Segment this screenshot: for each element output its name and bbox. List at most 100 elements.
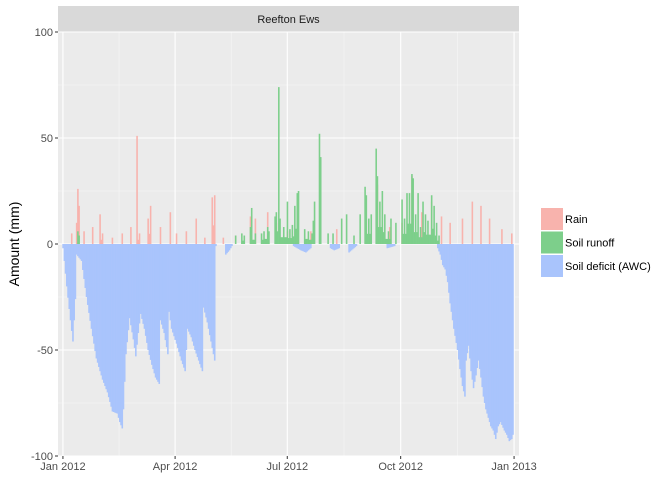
bar-soil-runoff bbox=[395, 222, 397, 244]
bar-soil-runoff bbox=[386, 238, 389, 244]
bar-soil-runoff bbox=[369, 233, 371, 244]
bar-soil-deficit-awc bbox=[480, 244, 482, 378]
bar-soil-deficit-awc bbox=[338, 244, 341, 249]
bar-soil-runoff bbox=[385, 238, 387, 244]
bar-soil-deficit-awc bbox=[499, 244, 502, 423]
bar-soil-deficit-awc bbox=[478, 244, 481, 370]
bar-soil-deficit-awc bbox=[133, 244, 136, 348]
bar-soil-deficit-awc bbox=[501, 244, 503, 425]
bar-soil-deficit-awc bbox=[144, 244, 147, 336]
facet-title: Reefton Ews bbox=[257, 14, 320, 26]
bar-soil-deficit-awc bbox=[164, 244, 167, 341]
bar-soil-runoff bbox=[291, 224, 294, 244]
bar-soil-deficit-awc bbox=[390, 244, 392, 248]
bar-soil-deficit-awc bbox=[141, 244, 143, 319]
bar-soil-deficit-awc bbox=[329, 244, 332, 249]
bar-rain bbox=[488, 218, 491, 244]
bar-soil-deficit-awc bbox=[335, 244, 338, 250]
bar-soil-runoff bbox=[433, 205, 435, 244]
bar-soil-runoff bbox=[282, 227, 285, 244]
bar-soil-deficit-awc bbox=[349, 244, 352, 252]
legend-key bbox=[541, 255, 563, 277]
bar-soil-runoff bbox=[242, 240, 244, 244]
bar-soil-deficit-awc bbox=[106, 244, 109, 393]
bar-soil-deficit-awc bbox=[158, 244, 161, 384]
bar-soil-runoff bbox=[422, 201, 424, 244]
bar-soil-runoff bbox=[280, 237, 283, 244]
bar-soil-deficit-awc bbox=[307, 244, 310, 251]
bar-soil-runoff bbox=[413, 232, 416, 244]
bar-soil-runoff bbox=[428, 234, 430, 244]
bar-soil-runoff bbox=[419, 227, 422, 244]
bar-soil-deficit-awc bbox=[77, 244, 79, 257]
bar-rain bbox=[449, 222, 451, 244]
bar-soil-runoff bbox=[287, 238, 290, 244]
bar-rain bbox=[213, 195, 216, 244]
bar-soil-deficit-awc bbox=[206, 244, 209, 323]
bar-soil-runoff bbox=[434, 235, 437, 244]
bar-soil-runoff bbox=[260, 233, 263, 244]
bar-soil-deficit-awc bbox=[136, 244, 138, 345]
bar-soil-deficit-awc bbox=[163, 244, 165, 334]
bar-soil-deficit-awc bbox=[126, 244, 128, 343]
bar-soil-runoff bbox=[416, 232, 418, 244]
bar-soil-runoff bbox=[368, 218, 370, 244]
bar-rain bbox=[77, 188, 79, 244]
bar-soil-runoff bbox=[279, 218, 281, 244]
bar-soil-runoff bbox=[382, 232, 385, 244]
bar-soil-deficit-awc bbox=[189, 244, 191, 335]
bar-soil-deficit-awc bbox=[168, 244, 170, 312]
bar-soil-deficit-awc bbox=[112, 244, 115, 413]
bar-soil-deficit-awc bbox=[455, 244, 458, 343]
bar-soil-deficit-awc bbox=[441, 244, 444, 266]
bar-soil-deficit-awc bbox=[131, 244, 133, 333]
bar-soil-deficit-awc bbox=[174, 244, 177, 340]
legend: Rain Soil runoff Soil deficit (AWC) bbox=[541, 208, 651, 277]
bar-soil-deficit-awc bbox=[196, 244, 199, 358]
y-tick-label: 0 bbox=[47, 239, 53, 251]
bar-soil-deficit-awc bbox=[159, 244, 162, 321]
bar-soil-deficit-awc bbox=[439, 244, 442, 255]
legend-key bbox=[541, 208, 563, 230]
bar-soil-deficit-awc bbox=[75, 244, 78, 255]
bar-soil-deficit-awc bbox=[149, 244, 152, 360]
bar-rain bbox=[70, 233, 73, 244]
bar-soil-deficit-awc bbox=[207, 244, 210, 329]
bar-soil-deficit-awc bbox=[143, 244, 146, 329]
bar-soil-deficit-awc bbox=[154, 244, 157, 378]
bar-soil-deficit-awc bbox=[227, 244, 230, 252]
bar-soil-deficit-awc bbox=[292, 244, 295, 247]
bar-soil-deficit-awc bbox=[303, 244, 306, 252]
bar-soil-deficit-awc bbox=[448, 244, 450, 293]
bar-rain bbox=[310, 231, 312, 244]
bar-rain bbox=[149, 205, 152, 244]
bar-soil-runoff bbox=[311, 233, 313, 244]
bar-soil-deficit-awc bbox=[102, 244, 105, 383]
bar-soil-deficit-awc bbox=[119, 244, 121, 423]
bar-rain bbox=[480, 205, 482, 244]
bar-soil-deficit-awc bbox=[354, 244, 357, 248]
bar-soil-deficit-awc bbox=[104, 244, 106, 387]
bar-soil-deficit-awc bbox=[91, 244, 94, 337]
bar-soil-deficit-awc bbox=[199, 244, 201, 365]
bar-rain bbox=[148, 233, 151, 244]
bar-soil-deficit-awc bbox=[446, 244, 449, 283]
bar-soil-deficit-awc bbox=[296, 244, 299, 249]
bar-soil-deficit-awc bbox=[306, 244, 308, 252]
bar-soil-deficit-awc bbox=[451, 244, 454, 321]
bar-soil-deficit-awc bbox=[449, 244, 451, 304]
bar-soil-deficit-awc bbox=[461, 244, 464, 387]
y-axis-title: Amount (mm) bbox=[6, 202, 22, 287]
bar-soil-deficit-awc bbox=[66, 244, 68, 287]
bar-soil-deficit-awc bbox=[93, 244, 95, 344]
bar-soil-deficit-awc bbox=[460, 244, 463, 378]
bar-soil-runoff bbox=[312, 220, 315, 244]
bar-soil-deficit-awc bbox=[176, 244, 179, 348]
bar-soil-deficit-awc bbox=[157, 244, 159, 382]
bar-soil-deficit-awc bbox=[475, 244, 477, 376]
bar-rain bbox=[510, 233, 513, 244]
bar-rain bbox=[101, 233, 104, 244]
x-tick-label: Jul 2012 bbox=[266, 461, 308, 473]
bar-soil-deficit-awc bbox=[62, 244, 64, 249]
bar-soil-deficit-awc bbox=[123, 244, 126, 382]
